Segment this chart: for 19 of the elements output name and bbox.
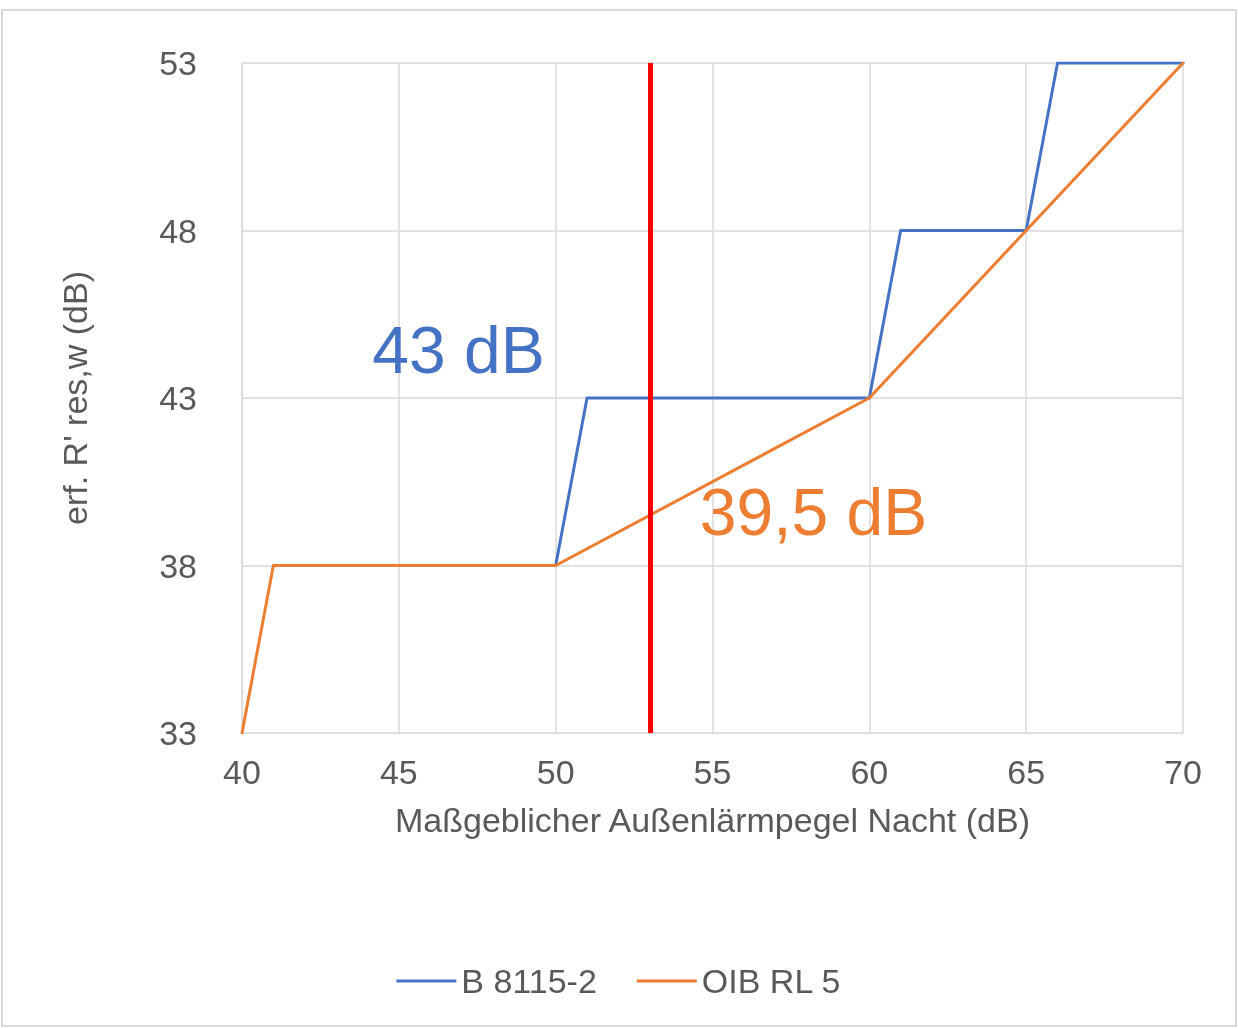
x-tick-label: 60 xyxy=(850,753,889,791)
y-tick-label: 53 xyxy=(159,44,197,82)
annotation: 43 dB xyxy=(372,313,545,387)
y-tick-label: 33 xyxy=(159,714,197,752)
annotation: 39,5 dB xyxy=(699,475,928,550)
x-tick-label: 40 xyxy=(223,753,261,791)
y-tick-label: 48 xyxy=(159,211,197,250)
y-tick-label: 43 xyxy=(159,379,197,417)
legend-label: OIB RL 5 xyxy=(701,962,841,1000)
x-tick-label: 45 xyxy=(379,753,418,791)
x-tick-label: 50 xyxy=(536,753,575,791)
x-tick-label: 70 xyxy=(1164,753,1202,791)
x-tick-label: 55 xyxy=(693,753,732,791)
y-tick-label: 38 xyxy=(159,546,197,585)
line-series xyxy=(240,61,1185,735)
x-axis-title: Maßgeblicher Außenlärmpegel Nacht (dB) xyxy=(395,801,1030,839)
legend-label: B 8115-2 xyxy=(461,962,597,1000)
y-axis-title: erf. R' res,w (dB) xyxy=(56,271,94,525)
x-tick-label: 65 xyxy=(1007,753,1046,791)
